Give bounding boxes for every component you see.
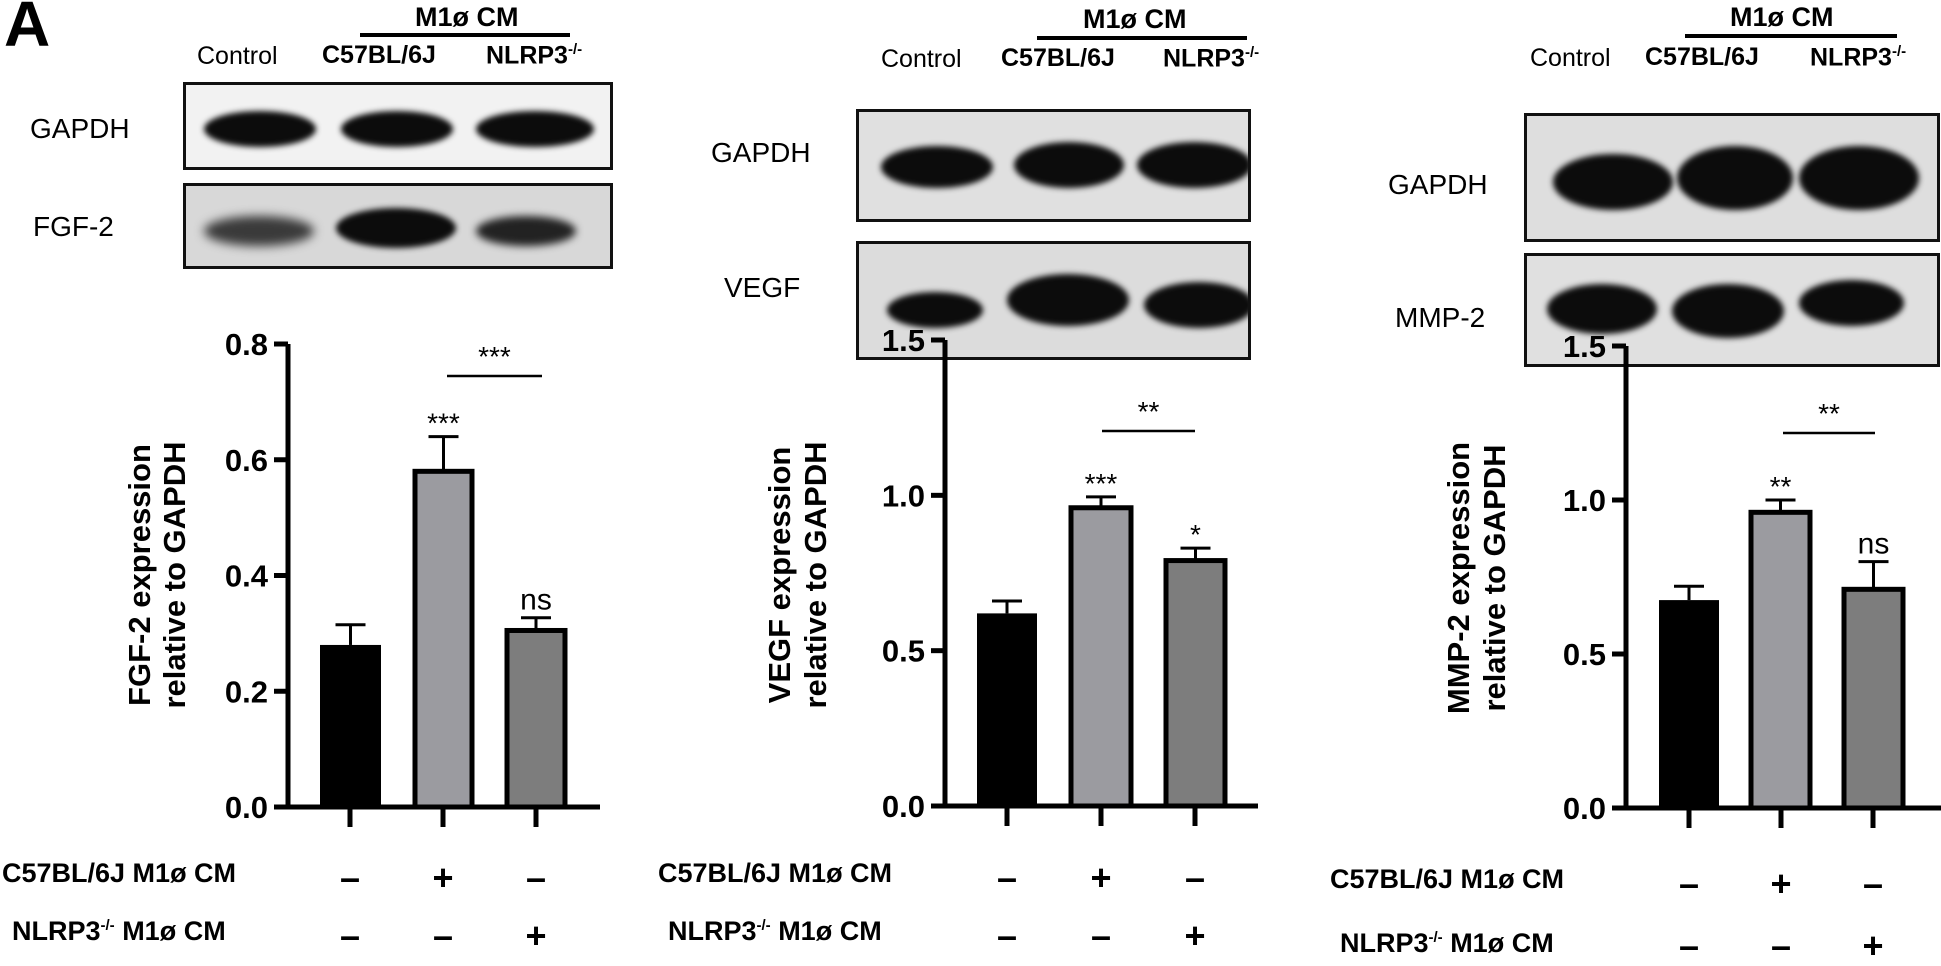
treatment-mark: –: [996, 857, 1018, 898]
y-axis-label: FGF-2 expression: [122, 444, 157, 706]
treatment-row-label-c57: C57BL/6J M1ø CM: [2, 858, 237, 888]
y-tick-label: 0.0: [225, 790, 268, 825]
treatment-row-label-c57: C57BL/6J M1ø CM: [1330, 864, 1565, 894]
group-header: M1ø CM: [415, 2, 519, 32]
y-axis-label: relative to GAPDH: [157, 441, 192, 708]
lane-label-nlrp3: NLRP3-/-: [486, 41, 583, 70]
significance-label: *: [1190, 519, 1201, 550]
lane-label-c57: C57BL/6J: [1645, 43, 1759, 71]
treatment-mark: –: [1678, 863, 1700, 904]
treatment-row-label-nlrp3: NLRP3-/- M1ø CM: [12, 916, 226, 946]
group-header-line: [1037, 36, 1247, 40]
blot-loading-label: GAPDH: [1388, 169, 1488, 200]
y-axis-label: MMP-2 expression: [1441, 442, 1476, 714]
bar: [1748, 509, 1813, 811]
significance-label: ***: [427, 408, 460, 439]
significance-label: ns: [520, 584, 552, 617]
significance-label: ***: [1085, 468, 1118, 499]
treatment-mark: –: [1678, 925, 1700, 966]
treatment-mark: +: [432, 857, 454, 898]
chart-vegf: 0.0 0.5 1.0 1.5 VEGF expression relative to G…: [762, 323, 1258, 826]
treatment-mark: –: [1184, 857, 1206, 898]
y-tick-label: 0.4: [225, 559, 269, 594]
bar: [1163, 558, 1228, 809]
treatment-mark: –: [339, 857, 361, 898]
group-header-line: [1685, 34, 1897, 38]
blot-gapdh: [1524, 113, 1940, 242]
lane-label-control: Control: [1530, 44, 1611, 72]
y-tick-label: 1.5: [882, 323, 925, 358]
treatment-row-label-nlrp3: NLRP3-/- M1ø CM: [668, 916, 882, 946]
y-tick-label: 1.0: [882, 478, 925, 513]
y-tick-label: 0.0: [1563, 791, 1606, 826]
bar: [504, 627, 568, 810]
blot-gapdh: [856, 109, 1251, 222]
treatment-mark: +: [1862, 925, 1884, 966]
treatment-mark: +: [1770, 863, 1792, 904]
treatment-mark: –: [432, 915, 454, 956]
treatment-mark: +: [1184, 915, 1206, 956]
treatment-row-label-nlrp3: NLRP3-/- M1ø CM: [1340, 928, 1554, 958]
bar: [1841, 586, 1906, 811]
blot-loading-label: GAPDH: [711, 137, 811, 168]
lane-label-nlrp3: NLRP3-/-: [1163, 44, 1260, 73]
y-tick-label: 1.0: [1563, 483, 1606, 518]
treatment-mark: +: [1090, 857, 1112, 898]
treatment-mark: +: [525, 915, 547, 956]
significance-label: **: [1770, 471, 1792, 502]
y-axis-label: relative to GAPDH: [798, 441, 833, 708]
treatment-mark: –: [339, 915, 361, 956]
y-tick-label: 0.8: [225, 327, 268, 362]
y-tick-label: 0.0: [882, 789, 925, 824]
significance-label: ns: [1858, 528, 1890, 561]
comparison-label: ***: [478, 341, 511, 372]
y-tick-label: 0.5: [882, 634, 925, 669]
treatment-mark: –: [1770, 925, 1792, 966]
comparison-label: **: [1138, 396, 1160, 427]
y-tick-label: 0.6: [225, 443, 268, 478]
blot-mmp2: [1524, 253, 1940, 367]
y-axis-label: VEGF expression: [762, 447, 797, 704]
blot-fgf2: [183, 183, 613, 269]
lane-label-control: Control: [881, 45, 962, 73]
group-header: M1ø CM: [1083, 4, 1187, 34]
blot-gapdh: [183, 82, 613, 170]
y-tick-label: 0.5: [1563, 637, 1606, 672]
treatment-mark: –: [1090, 915, 1112, 956]
group-header: M1ø CM: [1730, 2, 1834, 32]
y-axis-label: relative to GAPDH: [1477, 444, 1512, 711]
lane-label-control: Control: [197, 42, 278, 70]
bar: [412, 468, 475, 810]
bar: [1068, 505, 1134, 809]
lane-label-c57: C57BL/6J: [322, 41, 436, 69]
treatment-mark: –: [525, 857, 547, 898]
chart-mmp2: 0.0 0.5 1.0 1.5 MMP-2 expression relative to …: [1441, 329, 1941, 828]
comparison-label: **: [1818, 398, 1840, 429]
blot-target-label: FGF-2: [33, 211, 114, 242]
blot-loading-label: GAPDH: [30, 113, 130, 144]
y-tick-label: 0.2: [225, 674, 268, 709]
lane-label-nlrp3: NLRP3-/-: [1810, 43, 1907, 72]
y-tick-label: 1.5: [1563, 329, 1606, 364]
treatment-mark: –: [1862, 863, 1884, 904]
bar: [977, 613, 1037, 806]
group-header-line: [360, 33, 570, 37]
lane-label-c57: C57BL/6J: [1001, 44, 1115, 72]
chart-fgf2: 0.0 0.2 0.4 0.6 0.8 FGF-2 expression relative …: [122, 327, 600, 827]
bar: [320, 644, 381, 807]
panel-letter: A: [4, 0, 51, 60]
blot-target-label: MMP-2: [1395, 302, 1486, 333]
treatment-mark: –: [996, 915, 1018, 956]
treatment-row-label-c57: C57BL/6J M1ø CM: [658, 858, 893, 888]
bar: [1659, 600, 1719, 808]
blot-vegf: [856, 241, 1251, 360]
blot-target-label: VEGF: [724, 272, 801, 303]
